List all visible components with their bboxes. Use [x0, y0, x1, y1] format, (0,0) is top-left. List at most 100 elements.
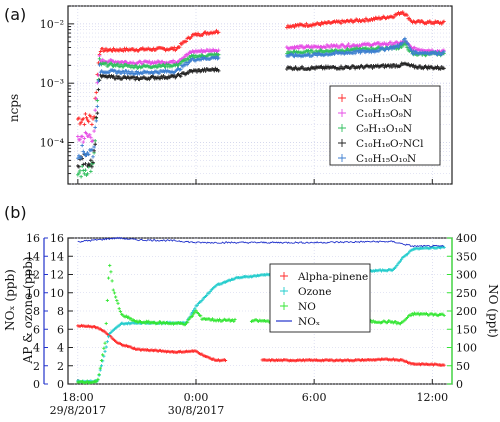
data-point [93, 125, 97, 130]
data-point [190, 314, 195, 318]
data-point [203, 69, 208, 73]
data-point [406, 42, 410, 46]
data-point [367, 42, 371, 46]
data-point [233, 317, 237, 322]
data-point [104, 73, 108, 78]
data-point [411, 49, 416, 53]
data-point [369, 45, 374, 50]
y-tick-label: 10⁻² [40, 18, 64, 31]
series-b [76, 323, 446, 367]
data-point [178, 67, 183, 72]
data-point [214, 28, 219, 33]
ap-ozone-tick-label: 6 [57, 323, 64, 336]
data-point [425, 66, 430, 71]
data-point [385, 320, 390, 325]
data-point [97, 372, 101, 377]
grid-b [68, 237, 452, 385]
data-point [186, 57, 191, 62]
data-point [119, 62, 123, 67]
data-point [398, 259, 403, 263]
data-point [122, 71, 127, 76]
legend-marker [338, 94, 346, 102]
series-b [77, 236, 445, 248]
no-tick-label: 400 [456, 232, 477, 245]
data-point [195, 70, 199, 74]
legend-label: C₁₀H₁₆O₇NCl [356, 138, 424, 150]
legend-label: NO [298, 301, 316, 313]
data-point [363, 19, 367, 24]
data-point [185, 62, 190, 67]
data-point [104, 61, 108, 65]
data-point [180, 42, 184, 47]
data-point [130, 69, 134, 74]
data-point [432, 21, 436, 26]
data-point [104, 345, 108, 349]
data-point [438, 67, 443, 71]
data-point [315, 53, 320, 58]
data-point [405, 13, 409, 17]
data-point [89, 169, 93, 174]
data-point [319, 48, 324, 53]
data-point [232, 319, 236, 324]
legend-marker [280, 302, 288, 310]
data-point [89, 115, 93, 119]
data-point [118, 309, 122, 314]
legend-a: C₁₀H₁₅O₈N C₁₀H₁₅O₉N C₉H₁₃O₁₀N C₁₀H₁₆O₇NCl C₁… [329, 85, 441, 166]
series-a [76, 36, 446, 160]
ap-ozone-axis-title: AP & ozone (ppb) [21, 257, 35, 365]
ap-ozone-tick-label: 10 [50, 287, 64, 300]
data-point [155, 61, 159, 65]
data-point [76, 134, 80, 139]
legend-label: Alpha-pinene [297, 271, 368, 283]
data-point [156, 64, 160, 69]
data-point [199, 48, 204, 52]
data-point [97, 56, 102, 61]
data-point [203, 30, 208, 34]
y-ticks-a: 10⁻⁴ 10⁻³ 10⁻² [40, 18, 65, 150]
ap-ozone-tick-label: 8 [57, 305, 64, 318]
data-point [408, 46, 413, 51]
data-point [218, 317, 222, 322]
data-point [216, 52, 221, 57]
nox-tick-label: 10 [26, 287, 40, 300]
data-point [111, 74, 116, 78]
data-point [409, 313, 413, 318]
data-point [85, 172, 90, 176]
data-point [295, 44, 300, 49]
data-point [101, 353, 105, 357]
x-tick-label: 18:00 [62, 391, 94, 404]
data-point [412, 52, 417, 56]
data-point [160, 59, 165, 64]
data-point [442, 19, 446, 24]
data-point [189, 35, 194, 39]
data-point [177, 45, 182, 49]
nox-tick-label: 4 [33, 342, 40, 355]
data-point [89, 135, 93, 140]
data-point [352, 64, 356, 69]
data-point [103, 341, 107, 345]
data-point [183, 54, 187, 59]
ap-ozone-tick-label: 16 [50, 232, 64, 245]
data-point [216, 56, 221, 60]
data-point [313, 67, 317, 71]
data-point [398, 63, 403, 68]
legend-b: Alpha-pinene Ozone NO NOₓ [269, 263, 371, 333]
data-point [85, 164, 90, 168]
y-tick-label: 10⁻⁴ [40, 137, 65, 150]
data-point [103, 349, 107, 353]
data-point [193, 307, 197, 311]
data-point [89, 158, 93, 163]
no-tick-label: 300 [456, 269, 477, 282]
data-point [80, 143, 84, 148]
data-point [377, 49, 381, 53]
data-point [186, 320, 190, 324]
x-tick-label: 0:00 [184, 391, 209, 404]
data-point [171, 47, 175, 52]
data-point [329, 43, 334, 47]
data-point [114, 295, 118, 299]
data-point [83, 162, 88, 166]
data-point [208, 289, 212, 294]
data-point [311, 46, 315, 50]
data-point [389, 40, 393, 45]
data-point [184, 39, 188, 44]
